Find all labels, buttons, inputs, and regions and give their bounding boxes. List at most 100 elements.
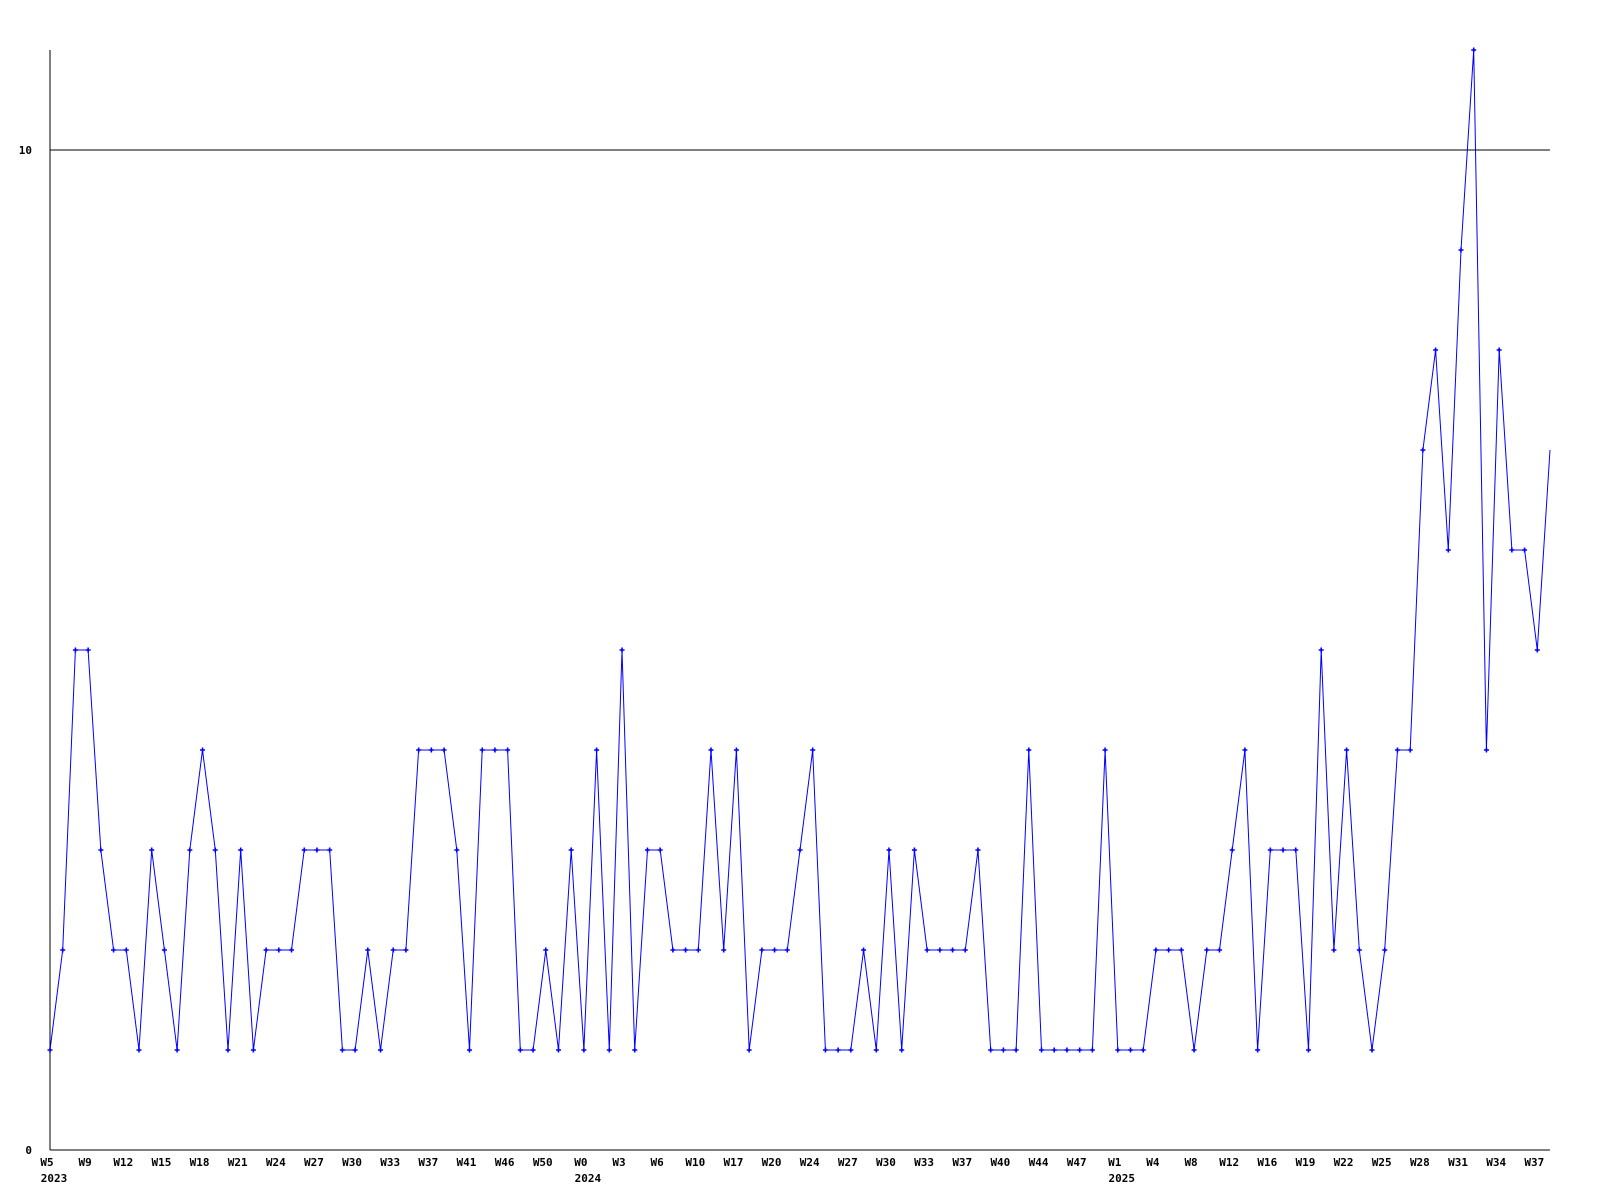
x-tick-label: W34 [1486,1156,1506,1169]
x-tick-label: W41 [457,1156,477,1169]
data-point [1344,747,1350,753]
data-point [1369,1047,1375,1053]
data-point [657,847,663,853]
data-point [797,847,803,853]
data-point [276,947,282,953]
data-point [911,847,917,853]
y-tick-label: 10 [19,144,32,157]
data-point [1216,947,1222,953]
x-tick-label: W6 [651,1156,665,1169]
x-tick-label: W4 [1146,1156,1160,1169]
data-point [505,747,511,753]
data-point [1140,1047,1146,1053]
data-point [1382,947,1388,953]
data-point [403,947,409,953]
data-point [72,647,78,653]
data-point [746,1047,752,1053]
data-point [161,947,167,953]
data-point [1102,747,1108,753]
axes [49,50,1550,1151]
data-point [60,947,66,953]
x-tick-label: W20 [762,1156,782,1169]
x-tick-labels: W5 W9 W12 W15 W18 W21 W24 W27 W30 W33 W37 W41 W46 W50… [40,1156,1544,1169]
data-point [466,1047,472,1053]
series [47,47,1551,1053]
data-point [1255,1047,1261,1053]
data-point [1026,747,1032,753]
year-label: 2025 [1109,1172,1136,1185]
data-point [632,1047,638,1053]
x-tick-label: W12 [113,1156,133,1169]
data-point [1356,947,1362,953]
data-point [136,1047,142,1053]
x-tick-label: W24 [800,1156,820,1169]
x-tick-label: W37 [418,1156,438,1169]
data-point [111,947,117,953]
data-point [1128,1047,1134,1053]
data-point [1445,547,1451,553]
data-point [886,847,892,853]
data-point [441,747,447,753]
data-point [289,947,295,953]
data-point [416,747,422,753]
x-tick-label: W17 [724,1156,744,1169]
data-point [1229,847,1235,853]
data-point [123,947,129,953]
data-point [1013,1047,1019,1053]
data-point [149,847,155,853]
series-line [49,49,1551,1051]
data-point [950,947,956,953]
data-point [1331,947,1337,953]
x-tick-label: W1 [1108,1156,1122,1169]
data-point [683,947,689,953]
data-point [85,647,91,653]
x-tick-label: W22 [1334,1156,1354,1169]
data-point [1178,947,1184,953]
data-point [759,947,765,953]
data-point [212,847,218,853]
x-tick-label: W30 [342,1156,362,1169]
y-tick-labels: 0 10 [19,144,32,1157]
data-point [187,847,193,853]
data-point [1077,1047,1083,1053]
data-point [492,747,498,753]
data-point [1242,747,1248,753]
data-point [594,747,600,753]
data-point [1394,747,1400,753]
data-point [810,747,816,753]
data-point [822,1047,828,1053]
x-tick-label: W37 [1524,1156,1544,1169]
year-labels: 2023 2024 2025 [41,1172,1135,1185]
data-point [1064,1047,1070,1053]
x-tick-label: W18 [190,1156,210,1169]
data-point [301,847,307,853]
data-point [695,947,701,953]
x-tick-label: W5 [40,1156,53,1169]
data-point [784,947,790,953]
x-tick-label: W15 [151,1156,171,1169]
data-point [1051,1047,1057,1053]
data-point [1471,47,1477,53]
x-tick-label: W16 [1257,1156,1277,1169]
data-point [848,1047,854,1053]
x-tick-label: W33 [914,1156,934,1169]
data-point [225,1047,231,1053]
data-point [975,847,981,853]
data-point [835,1047,841,1053]
data-point [543,947,549,953]
data-point [899,1047,905,1053]
data-point [937,947,943,953]
data-point [530,1047,536,1053]
data-point [962,947,968,953]
x-tick-label: W3 [612,1156,625,1169]
data-point [733,747,739,753]
data-point [1039,1047,1045,1053]
data-point [581,1047,587,1053]
data-point [454,847,460,853]
x-tick-label: W37 [952,1156,972,1169]
year-label: 2023 [41,1172,68,1185]
data-point [555,1047,561,1053]
data-point [619,647,625,653]
data-point [47,1047,53,1053]
